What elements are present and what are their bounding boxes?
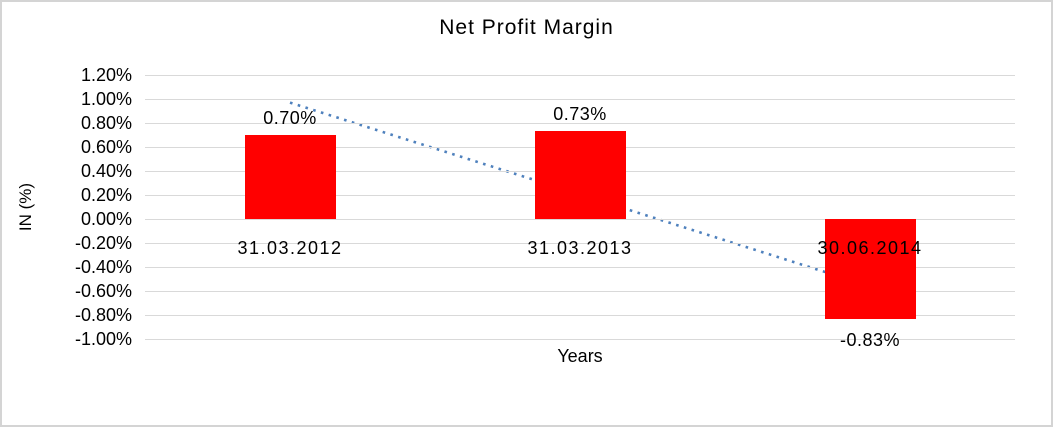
chart-title: Net Profit Margin (439, 16, 614, 39)
y-axis-tick-label: -0.20% (74, 233, 132, 253)
gridline (145, 339, 1015, 340)
gridline (145, 243, 1015, 244)
y-axis-tick-label: 0.00% (80, 209, 132, 229)
data-value-label: 0.73% (553, 104, 607, 124)
y-axis-tick-label: -0.60% (74, 281, 132, 301)
gridline (145, 99, 1015, 100)
x-axis-category-label: 30.06.2014 (817, 238, 923, 258)
y-axis-tick-label: -1.00% (74, 329, 132, 349)
x-axis-title: Years (557, 346, 603, 366)
gridline (145, 219, 1015, 220)
gridline (145, 123, 1015, 124)
y-axis-tick-label: -0.80% (74, 305, 132, 325)
y-axis-tick-label: 0.20% (80, 185, 132, 205)
y-axis-tick-label: 0.80% (80, 113, 132, 133)
gridline (145, 75, 1015, 76)
bar-30.06.2014 (825, 219, 916, 319)
y-axis-tick-label: 0.40% (80, 161, 132, 181)
gridline (145, 291, 1015, 292)
y-axis-tick-label: 1.00% (80, 89, 132, 109)
y-axis-tick-label: 0.60% (80, 137, 132, 157)
gridline (145, 315, 1015, 316)
bar-31.03.2013 (535, 131, 626, 219)
data-value-label: 0.70% (263, 108, 317, 128)
x-axis-category-label: 31.03.2012 (237, 238, 343, 258)
gridline (145, 267, 1015, 268)
data-value-label: -0.83% (839, 330, 901, 350)
x-axis-category-label: 31.03.2013 (527, 238, 633, 258)
bar-31.03.2012 (245, 135, 336, 219)
y-axis-tick-label: -0.40% (74, 257, 132, 277)
y-axis-tick-label: 1.20% (80, 65, 132, 85)
